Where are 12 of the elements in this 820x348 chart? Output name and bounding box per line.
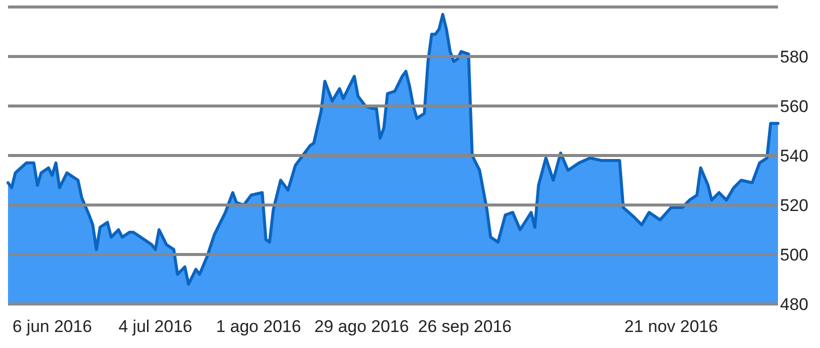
x-tick-label: 21 nov 2016 bbox=[624, 317, 718, 336]
y-tick-label: 540 bbox=[780, 146, 808, 166]
x-tick-label: 4 jul 2016 bbox=[118, 317, 192, 336]
y-tick-label: 560 bbox=[780, 96, 808, 116]
x-tick-label: 6 jun 2016 bbox=[12, 317, 92, 336]
y-tick-label: 520 bbox=[780, 196, 808, 215]
y-tick-label: 480 bbox=[780, 294, 808, 314]
x-tick-label: 1 ago 2016 bbox=[216, 317, 302, 336]
x-tick-label: 26 sep 2016 bbox=[418, 317, 512, 336]
y-tick-label: 580 bbox=[780, 47, 808, 66]
x-tick-label: 29 ago 2016 bbox=[314, 317, 409, 336]
y-tick-label: 500 bbox=[780, 245, 808, 264]
